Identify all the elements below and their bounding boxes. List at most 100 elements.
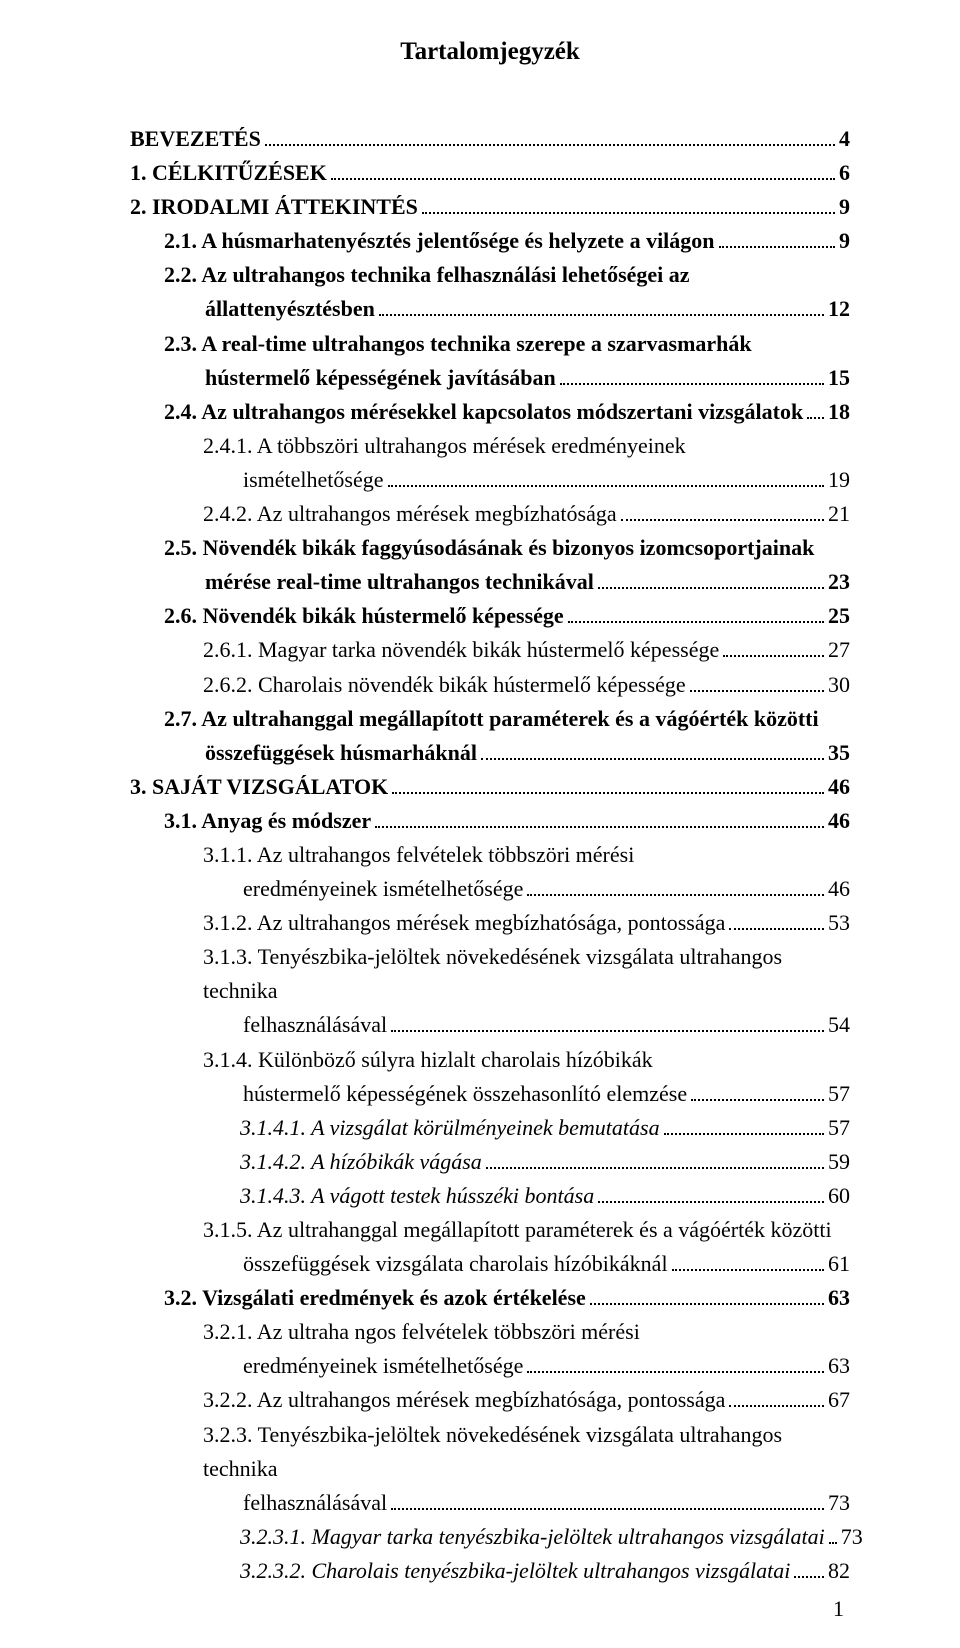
toc-entry: ismételhetősége 19 <box>243 463 850 497</box>
toc-title: Tartalomjegyzék <box>130 38 850 66</box>
toc-leader-dots <box>723 655 824 657</box>
toc-entry-page: 54 <box>828 1008 850 1042</box>
toc-entry-page: 4 <box>839 122 850 156</box>
toc-leader-dots <box>422 212 835 214</box>
toc-leader-dots <box>375 826 824 828</box>
toc-entry-page: 19 <box>828 463 850 497</box>
toc-entry-line1: 2.4.1. A többszöri ultrahangos mérések e… <box>203 429 850 463</box>
toc-entry-text-cont: eredményeinek ismételhetősége <box>243 872 523 906</box>
toc-entry: 2.4.2. Az ultrahangos mérések megbízható… <box>203 497 850 531</box>
toc-entry-text: 2.5. Növendék bikák faggyúsodásának és b… <box>164 535 814 560</box>
toc-entry: felhasználásával73 <box>243 1486 850 1520</box>
toc-entry-text: 3.1. Anyag és módszer <box>164 804 371 838</box>
toc-entry: hústermelő képességének összehasonlító e… <box>243 1077 850 1111</box>
toc-entry: összefüggések vizsgálata charolais hízób… <box>243 1247 850 1281</box>
toc-entry: felhasználásával 54 <box>243 1008 850 1042</box>
toc-entry-text-cont: hústermelő képességének összehasonlító e… <box>243 1077 687 1111</box>
toc-entry-text-cont: ismételhetősége <box>243 463 384 497</box>
page-number: 1 <box>833 1596 844 1622</box>
toc-entry-page: 46 <box>828 770 850 804</box>
toc-leader-dots <box>391 1030 824 1032</box>
toc-entry-text: 2.6. Növendék bikák hústermelő képessége <box>164 599 564 633</box>
toc-entry-text: 2.6.2. Charolais növendék bikák hústerme… <box>203 668 686 702</box>
toc-leader-dots <box>729 1405 824 1407</box>
toc-entry-page: 27 <box>828 633 850 667</box>
toc-entry-page: 60 <box>828 1179 850 1213</box>
toc-entry-text: 3.1.4. Különböző súlyra hizlalt charolai… <box>203 1047 653 1072</box>
toc-entry-text: 3.1.1. Az ultrahangos felvételek többszö… <box>203 842 634 867</box>
toc-container: BEVEZETÉS 4 1. CÉLKITŰZÉSEK 62. IRODALMI ÁT… <box>130 122 850 1588</box>
toc-leader-dots <box>598 1201 824 1203</box>
toc-entry-page: 61 <box>828 1247 850 1281</box>
toc-entry: hústermelő képességének javításában15 <box>205 361 850 395</box>
toc-entry: eredményeinek ismételhetősége 63 <box>243 1349 850 1383</box>
toc-entry-text-cont: felhasználásával <box>243 1008 387 1042</box>
toc-entry-line1: 2.7. Az ultrahanggal megállapított param… <box>164 702 850 736</box>
toc-entry-line1: 3.1.5. Az ultrahanggal megállapított par… <box>203 1213 850 1247</box>
document-page: Tartalomjegyzék BEVEZETÉS 4 1. CÉLKITŰZÉSE… <box>0 0 960 1648</box>
toc-entry-text-cont: összefüggések vizsgálata charolais hízób… <box>243 1247 668 1281</box>
toc-entry: 3.1.4.2. A hízóbikák vágása59 <box>240 1145 850 1179</box>
toc-leader-dots <box>719 246 835 248</box>
toc-entry-page: 6 <box>839 156 850 190</box>
toc-leader-dots <box>590 1303 824 1305</box>
toc-entry-page: 35 <box>828 736 850 770</box>
toc-entry-text: 2.3. A real-time ultrahangos technika sz… <box>164 331 752 356</box>
toc-leader-dots <box>486 1167 824 1169</box>
toc-entry-page: 53 <box>828 906 850 940</box>
toc-leader-dots <box>729 928 824 930</box>
toc-entry-line1: 3.1.1. Az ultrahangos felvételek többszö… <box>203 838 850 872</box>
toc-entry-text: 2.7. Az ultrahanggal megállapított param… <box>164 706 819 731</box>
toc-entry-text: 2.4.1. A többszöri ultrahangos mérések e… <box>203 433 686 458</box>
toc-entry: 3.2.3.2. Charolais tenyészbika-jelöltek … <box>240 1554 850 1588</box>
toc-entry-text: 3. SAJÁT VIZSGÁLATOK <box>130 770 388 804</box>
toc-entry: állattenyésztésben12 <box>205 292 850 326</box>
toc-entry: 2. IRODALMI ÁTTEKINTÉS9 <box>130 190 850 224</box>
toc-entry-text: 2.4. Az ultrahangos mérésekkel kapcsolat… <box>164 395 803 429</box>
toc-entry-text: 1. CÉLKITŰZÉSEK <box>130 156 327 190</box>
toc-leader-dots <box>672 1269 824 1271</box>
toc-entry-page: 82 <box>828 1554 850 1588</box>
toc-entry-text-cont: eredményeinek ismételhetősége <box>243 1349 523 1383</box>
toc-leader-dots <box>568 621 824 623</box>
toc-entry-text: 2.1. A húsmarhatenyésztés jelentősége és… <box>164 224 715 258</box>
toc-entry-text: 2.6.1. Magyar tarka növendék bikák húste… <box>203 633 719 667</box>
toc-entry-text-cont: állattenyésztésben <box>205 292 375 326</box>
toc-entry-text: 3.1.4.3. A vágott testek hússzéki bontás… <box>240 1179 594 1213</box>
toc-entry-page: 63 <box>828 1349 850 1383</box>
toc-entry-page: 63 <box>828 1281 850 1315</box>
toc-entry-text: BEVEZETÉS <box>130 122 261 156</box>
toc-entry-text-cont: összefüggések húsmarháknál <box>205 736 477 770</box>
toc-entry-page: 57 <box>828 1111 850 1145</box>
toc-leader-dots <box>527 1371 824 1373</box>
toc-entry: összefüggések húsmarháknál 35 <box>205 736 850 770</box>
toc-entry-text-cont: felhasználásával <box>243 1486 387 1520</box>
toc-entry-text: 3.1.3. Tenyészbika-jelöltek növekedéséne… <box>203 944 782 1003</box>
toc-entry-line1: 3.2.3. Tenyészbika-jelöltek növekedéséne… <box>203 1418 850 1486</box>
toc-leader-dots <box>598 587 824 589</box>
toc-entry-text: 3.1.5. Az ultrahanggal megállapított par… <box>203 1217 832 1242</box>
toc-entry: 3.1. Anyag és módszer46 <box>164 804 850 838</box>
toc-entry-text: 3.1.4.1. A vizsgálat körülményeinek bemu… <box>240 1111 660 1145</box>
toc-entry-line1: 2.2. Az ultrahangos technika felhasználá… <box>164 258 850 292</box>
toc-leader-dots <box>690 690 824 692</box>
toc-entry-text-cont: hústermelő képességének javításában <box>205 361 556 395</box>
toc-entry-text: 3.1.4.2. A hízóbikák vágása <box>240 1145 482 1179</box>
toc-entry: 3.2.3.1. Magyar tarka tenyészbika-jelölt… <box>240 1520 850 1554</box>
toc-entry: 2.6.2. Charolais növendék bikák hústerme… <box>203 668 850 702</box>
toc-entry: eredményeinek ismételhetősége 46 <box>243 872 850 906</box>
toc-entry-page: 57 <box>828 1077 850 1111</box>
toc-entry-page: 46 <box>828 872 850 906</box>
toc-entry: 3.1.4.3. A vágott testek hússzéki bontás… <box>240 1179 850 1213</box>
toc-leader-dots <box>621 519 824 521</box>
toc-entry-page: 9 <box>839 224 850 258</box>
toc-leader-dots <box>560 383 824 385</box>
toc-entry-text: 3.2.3.1. Magyar tarka tenyészbika-jelölt… <box>240 1520 825 1554</box>
toc-leader-dots <box>388 485 824 487</box>
toc-entry-line1: 2.3. A real-time ultrahangos technika sz… <box>164 327 850 361</box>
toc-entry: 2.6.1. Magyar tarka növendék bikák húste… <box>203 633 850 667</box>
toc-entry-page: 30 <box>828 668 850 702</box>
toc-entry: mérése real-time ultrahangos technikával… <box>205 565 850 599</box>
toc-entry: 2.4. Az ultrahangos mérésekkel kapcsolat… <box>164 395 850 429</box>
toc-entry: BEVEZETÉS 4 <box>130 122 850 156</box>
